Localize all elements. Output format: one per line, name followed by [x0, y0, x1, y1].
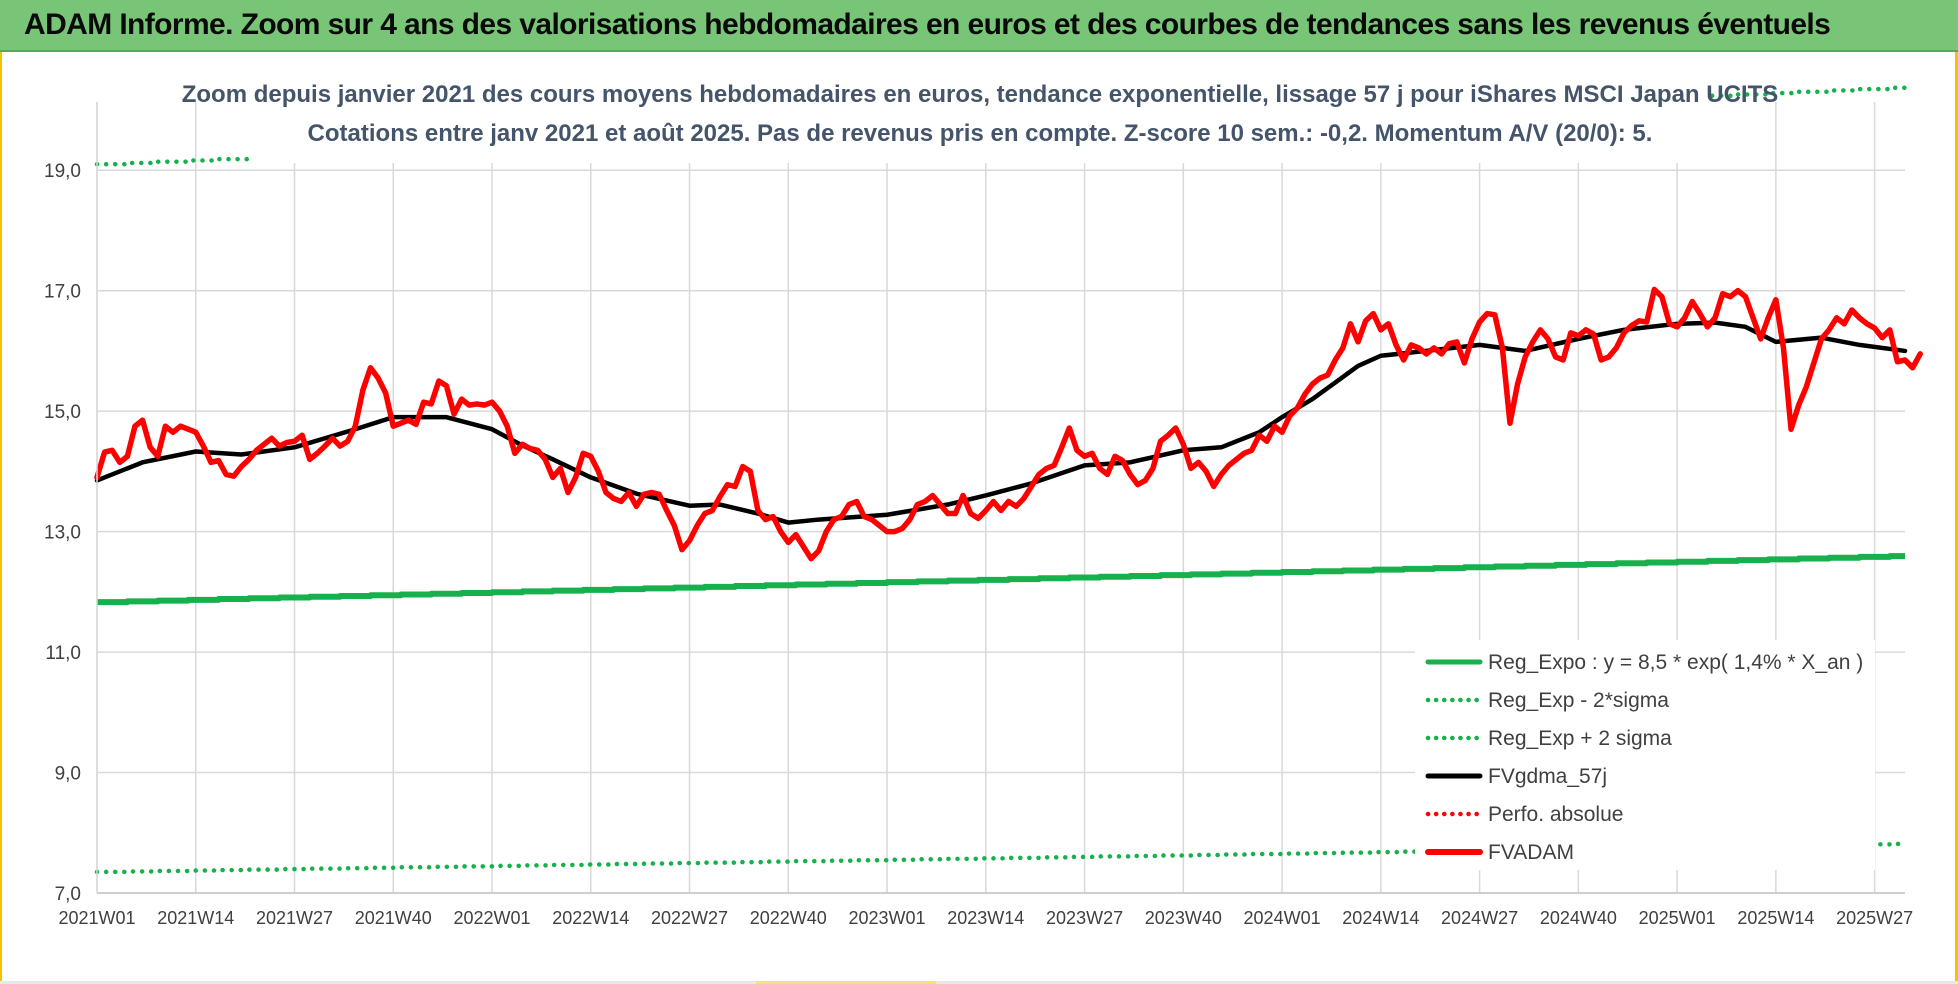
x-tick-label: 2023W01 — [849, 908, 926, 928]
x-tick-label: 2024W01 — [1244, 908, 1321, 928]
x-tick-label: 2022W14 — [552, 908, 629, 928]
reg-exp-minus-2sigma-line — [94, 841, 1908, 875]
chart-title: Zoom depuis janvier 2021 des cours moyen… — [182, 81, 1779, 108]
legend-label-fvadam: FVADAM — [1488, 841, 1574, 864]
x-tick-label: 2024W14 — [1342, 908, 1419, 928]
y-tick-label: 7,0 — [55, 884, 81, 905]
legend: Reg_Expo : y = 8,5 * exp( 1,4% * X_an ) R… — [1425, 651, 1863, 864]
x-tick-label: 2022W01 — [453, 908, 530, 928]
x-tick-label: 2024W27 — [1441, 908, 1518, 928]
legend-backdrop — [1415, 640, 1875, 870]
x-tick-label: 2021W14 — [157, 908, 234, 928]
y-tick-label: 19,0 — [44, 161, 81, 182]
y-tick-label: 11,0 — [45, 643, 81, 664]
x-tick-label: 2023W40 — [1145, 908, 1222, 928]
x-tick-label: 2025W14 — [1737, 908, 1814, 928]
fvadam-line — [94, 286, 1923, 562]
reg-expo-line — [97, 553, 1905, 606]
axes: 7,0 9,0 11,0 13,0 15,0 17,0 19,0 2021W01 2021W14… — [44, 102, 1913, 928]
x-tick-label: 2025W27 — [1836, 908, 1913, 928]
legend-label-reg_minus: Reg_Exp - 2*sigma — [1488, 689, 1669, 712]
legend-label-perfo: Perfo. absolue — [1488, 803, 1623, 826]
x-tick-label: 2023W27 — [1046, 908, 1123, 928]
x-tick-label: 2023W14 — [947, 908, 1024, 928]
frame-right-border — [1955, 52, 1958, 984]
report-title: ADAM Informe. Zoom sur 4 ans des valoris… — [24, 8, 1831, 41]
y-tick-label: 9,0 — [55, 764, 81, 785]
x-tick-label: 2022W40 — [750, 908, 827, 928]
legend-label-reg_expo: Reg_Expo : y = 8,5 * exp( 1,4% * X_an ) — [1488, 651, 1863, 674]
x-tick-label: 2021W27 — [256, 908, 333, 928]
y-tick-label: 15,0 — [44, 402, 81, 423]
x-tick-label: 2024W40 — [1540, 908, 1617, 928]
report-banner: ADAM Informe. Zoom sur 4 ans des valoris… — [0, 0, 1958, 52]
fvgdma-57j-line — [94, 320, 1908, 525]
x-tick-label: 2025W01 — [1639, 908, 1716, 928]
subtitle-backdrop — [250, 75, 1710, 163]
x-tick-label: 2021W01 — [58, 908, 135, 928]
chart-subtitle: Cotations entre janv 2021 et août 2025. … — [308, 120, 1653, 147]
x-tick-label: 2022W27 — [651, 908, 728, 928]
x-tick-label: 2021W40 — [355, 908, 432, 928]
frame-left-border — [0, 52, 2, 984]
frame-bottom-border — [0, 981, 1958, 984]
legend-label-fvgdma: FVgdma_57j — [1488, 765, 1607, 788]
y-tick-label: 17,0 — [44, 282, 81, 303]
y-tick-label: 13,0 — [44, 523, 81, 544]
legend-label-reg_plus: Reg_Exp + 2 sigma — [1488, 727, 1672, 750]
frame-bottom-accent — [756, 981, 936, 984]
